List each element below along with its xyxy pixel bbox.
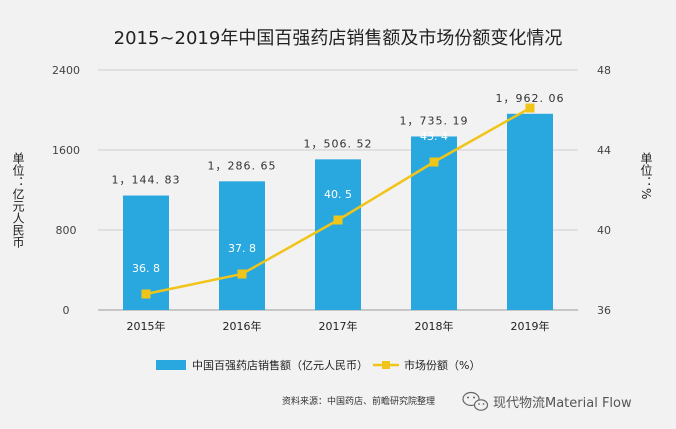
wechat-icon xyxy=(462,391,489,411)
left-axis-title: 单位：亿元人民币 xyxy=(11,152,25,248)
share-marker xyxy=(525,103,535,113)
left-tick-label: 0 xyxy=(63,304,70,317)
legend-line-label: 市场份额（%） xyxy=(404,358,480,372)
share-value-label: 37. 8 xyxy=(228,242,256,255)
chart-title: 2015~2019年中国百强药店销售额及市场份额变化情况 xyxy=(114,28,563,49)
category-label: 2018年 xyxy=(415,319,454,333)
legend-bar-swatch xyxy=(156,360,186,370)
share-value-label: 40. 5 xyxy=(324,188,352,201)
right-axis-title: 单位：% xyxy=(639,152,653,200)
source-note: 资料来源：中国药店、前瞻研究院整理 xyxy=(282,395,435,407)
watermark-text: 现代物流Material Flow xyxy=(493,396,632,411)
bar-value-label: 1，962. 06 xyxy=(496,92,565,105)
bar-value-label: 1，286. 65 xyxy=(208,159,277,172)
bar xyxy=(507,113,553,310)
left-tick-label: 2400 xyxy=(52,64,80,77)
category-label: 2016年 xyxy=(223,319,262,333)
right-tick-label: 48 xyxy=(597,64,611,77)
right-tick-label: 40 xyxy=(597,224,611,237)
category-label: 2019年 xyxy=(511,319,550,333)
category-label: 2017年 xyxy=(319,319,358,333)
bar-value-label: 1，506. 52 xyxy=(304,137,373,150)
watermark: 现代物流Material Flow xyxy=(462,391,632,411)
right-tick-label: 36 xyxy=(597,304,611,317)
bar-value-label: 1，735. 19 xyxy=(400,114,469,127)
bar xyxy=(219,181,265,310)
share-marker xyxy=(333,215,343,225)
category-label: 2015年 xyxy=(127,319,166,333)
left-axis-ticks: 0 800 1600 2400 xyxy=(52,64,80,317)
bar-value-labels: 1，144. 83 1，286. 65 1，506. 52 1，735. 19 1，96… xyxy=(112,92,565,187)
bar-value-label: 1，144. 83 xyxy=(112,174,181,187)
left-tick-label: 1600 xyxy=(52,144,80,157)
right-tick-label: 44 xyxy=(597,144,611,157)
legend-line-marker xyxy=(382,361,390,369)
share-marker xyxy=(429,157,439,167)
bar-series xyxy=(123,113,553,310)
line-series xyxy=(141,103,535,299)
legend: 中国百强药店销售额（亿元人民币） 市场份额（%） xyxy=(156,358,480,372)
share-marker xyxy=(141,289,151,299)
legend-bar-label: 中国百强药店销售额（亿元人民币） xyxy=(192,358,368,372)
share-marker xyxy=(237,269,247,279)
right-axis-ticks: 36 40 44 48 xyxy=(597,64,611,317)
share-value-label: 43. 4 xyxy=(420,130,448,143)
axis-titles: 单位：亿元人民币 单位：% xyxy=(11,152,653,248)
bar xyxy=(315,159,361,310)
line-value-labels: 36. 8 37. 8 40. 5 43. 4 xyxy=(132,130,448,275)
left-tick-label: 800 xyxy=(56,224,77,237)
category-labels: 2015年 2016年 2017年 2018年 2019年 xyxy=(127,319,550,333)
share-value-label: 36. 8 xyxy=(132,262,160,275)
